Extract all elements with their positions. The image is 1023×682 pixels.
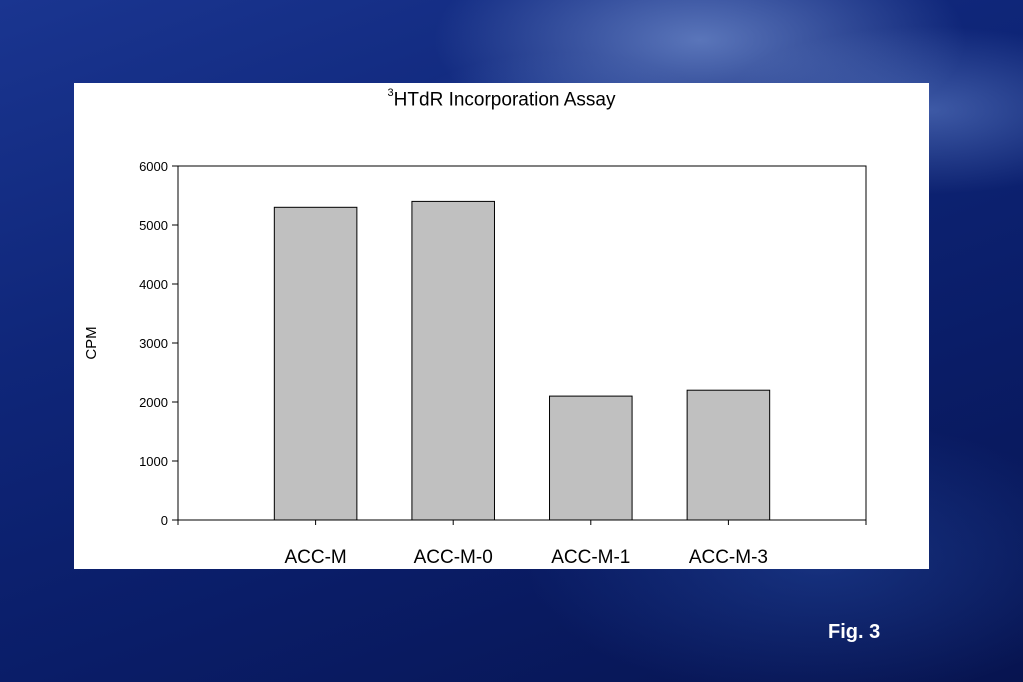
chart-title-superscript: 3 <box>387 87 394 99</box>
y-tick-label: 0 <box>161 513 168 528</box>
y-tick-label: 5000 <box>139 218 168 233</box>
y-tick-label: 4000 <box>139 277 168 292</box>
chart-panel: 3HTdR Incorporation Assay 0 1000 2000 3000 4… <box>74 83 929 569</box>
y-axis-label: CPM <box>83 326 100 359</box>
bar-acc-m <box>273 206 358 521</box>
bar-acc-m-3 <box>686 389 771 521</box>
y-tick-label: 3000 <box>139 336 168 351</box>
y-tick-label: 1000 <box>139 454 168 469</box>
bar-acc-m-1 <box>549 395 633 521</box>
chart-title-text: HTdR Incorporation Assay <box>393 89 616 111</box>
x-category-label: ACC-M-3 <box>689 547 768 568</box>
y-tick-label: 2000 <box>139 395 168 410</box>
x-category-label: ACC-M-0 <box>414 547 493 568</box>
bar-chart: 0 1000 2000 3000 4000 5000 6000 CPM ACC-M ACC-M-0… <box>83 159 867 568</box>
y-tick-label: 6000 <box>139 159 168 174</box>
chart-title: 3HTdR Incorporation Assay <box>74 87 929 111</box>
x-category-label: ACC-M-1 <box>551 547 630 568</box>
bar-acc-m-0 <box>411 200 495 521</box>
x-category-label: ACC-M <box>284 547 346 568</box>
figure-label: Fig. 3 <box>828 621 881 643</box>
